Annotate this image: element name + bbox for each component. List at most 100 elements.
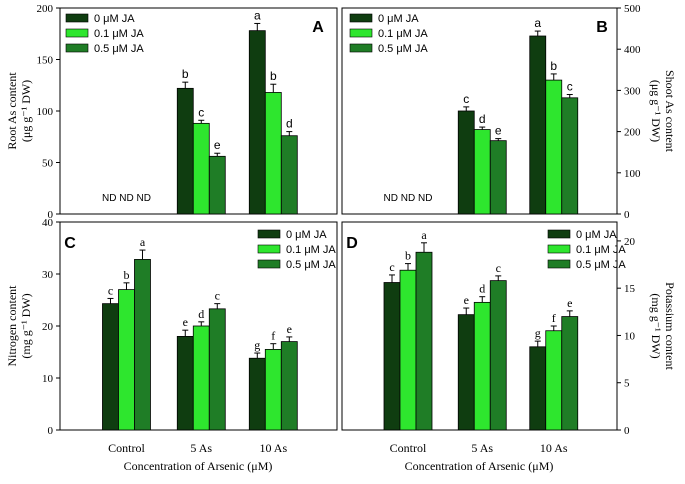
legend: 0 μM JA 0.1 μM JA 0.5 μM JA	[547, 229, 626, 271]
x-tick-label: 10 As	[540, 441, 568, 455]
y-axis-label-line: (mg g⁻¹ DW)	[649, 293, 663, 358]
legend-swatch	[349, 13, 373, 23]
y-tick-label: 5	[624, 378, 630, 390]
y-tick-label: 300	[624, 85, 641, 97]
y-axis-label-line: Root As content	[5, 72, 19, 150]
y-tick-label: 0	[48, 209, 54, 221]
legend-label: 0 μM JA	[94, 13, 135, 25]
bar	[457, 110, 475, 215]
y-axis-label-line: Nitrogen content	[5, 285, 19, 367]
bar	[248, 357, 266, 431]
x-axis-label-right: Concentration of Arsenic (μM)	[405, 459, 554, 473]
bar	[118, 289, 135, 431]
legend-label: 0.1 μM JA	[378, 28, 428, 40]
bar	[102, 303, 119, 431]
significance-letter: b	[182, 67, 189, 81]
y-tick-label: 500	[624, 3, 641, 15]
bar	[545, 79, 563, 215]
nd-label: ND ND ND	[102, 193, 151, 204]
significance-letter: f	[552, 311, 556, 325]
legend-swatch	[547, 259, 571, 269]
significance-letter: d	[286, 117, 293, 131]
legend: 0 μM JA 0.1 μM JA 0.5 μM JA	[65, 13, 144, 55]
bar	[489, 140, 507, 215]
x-tick-label: Control	[390, 441, 427, 455]
y-axis-label-line: (μg g⁻¹ DW)	[649, 80, 663, 142]
significance-letter: g	[254, 338, 260, 352]
legend-label: 0.1 μM JA	[576, 244, 626, 256]
y-axis-label: Root As content(μg g⁻¹ DW)	[5, 72, 33, 150]
panel-letter: B	[596, 19, 608, 36]
significance-letter: b	[270, 69, 277, 83]
y-axis-label-line: Potassium content	[663, 282, 677, 370]
legend-swatch	[547, 244, 571, 254]
y-tick-label: 20	[42, 321, 54, 333]
legend-swatch	[65, 43, 89, 53]
panel-letter: C	[64, 235, 76, 252]
legend-swatch	[65, 28, 89, 38]
significance-letter: b	[123, 268, 129, 282]
bar	[192, 325, 210, 431]
significance-letter: a	[421, 228, 427, 242]
legend-swatch	[257, 244, 281, 254]
y-axis-label-line: (mg g⁻¹ DW)	[19, 293, 33, 358]
y-tick-label: 0	[48, 425, 54, 437]
legend-swatch	[349, 28, 373, 38]
significance-letter: a	[534, 16, 541, 30]
y-axis-label: Potassium content(mg g⁻¹ DW)	[649, 282, 677, 370]
significance-letter: d	[479, 282, 485, 296]
legend-swatch	[547, 229, 571, 239]
bar	[545, 330, 563, 431]
y-tick-label: 10	[42, 373, 54, 385]
bar	[383, 282, 401, 431]
y-tick-label: 20	[624, 236, 636, 248]
significance-letter: e	[183, 315, 188, 329]
legend-label: 0.5 μM JA	[94, 43, 144, 55]
legend: 0 μM JA 0.1 μM JA 0.5 μM JA	[257, 229, 336, 271]
significance-letter: e	[567, 296, 572, 310]
legend-label: 0 μM JA	[286, 229, 327, 241]
y-tick-label: 200	[624, 127, 641, 139]
bar	[192, 122, 210, 215]
panel-a: 0 50 100 150 200 Root As content(μg g⁻¹ DW) b c…	[5, 3, 338, 221]
y-tick-label: 30	[42, 269, 54, 281]
bar	[176, 335, 194, 431]
x-tick-label: 5 As	[190, 441, 212, 455]
legend-label: 0.1 μM JA	[94, 28, 144, 40]
bar	[415, 251, 433, 431]
legend-label: 0.5 μM JA	[576, 259, 626, 271]
y-tick-label: 100	[37, 106, 54, 118]
bar	[561, 97, 579, 215]
y-axis-label-line: Shoot As content	[663, 70, 677, 153]
panel-letter: D	[346, 235, 358, 252]
significance-letter: c	[108, 283, 113, 297]
legend-label: 0 μM JA	[378, 13, 419, 25]
legend-swatch	[257, 229, 281, 239]
bar	[248, 30, 266, 215]
bar	[280, 341, 298, 431]
y-tick-label: 15	[624, 283, 636, 295]
x-tick-label: Control	[108, 441, 145, 455]
y-axis-label: Nitrogen content(mg g⁻¹ DW)	[5, 285, 33, 367]
y-tick-label: 10	[624, 330, 636, 342]
legend-label: 0.1 μM JA	[286, 244, 336, 256]
bar	[561, 316, 579, 431]
bar	[176, 87, 194, 215]
y-tick-label: 100	[624, 168, 641, 180]
significance-letter: d	[198, 307, 204, 321]
y-tick-label: 0	[624, 209, 630, 221]
y-tick-label: 150	[37, 55, 54, 67]
y-tick-label: 0	[624, 425, 630, 437]
y-tick-label: 40	[42, 217, 54, 229]
bar	[473, 301, 491, 431]
bar	[208, 308, 226, 431]
bar	[489, 280, 507, 431]
bar	[264, 92, 282, 215]
legend-swatch	[65, 13, 89, 23]
y-tick-label: 400	[624, 44, 641, 56]
significance-letter: c	[496, 261, 501, 275]
significance-letter: c	[215, 289, 220, 303]
